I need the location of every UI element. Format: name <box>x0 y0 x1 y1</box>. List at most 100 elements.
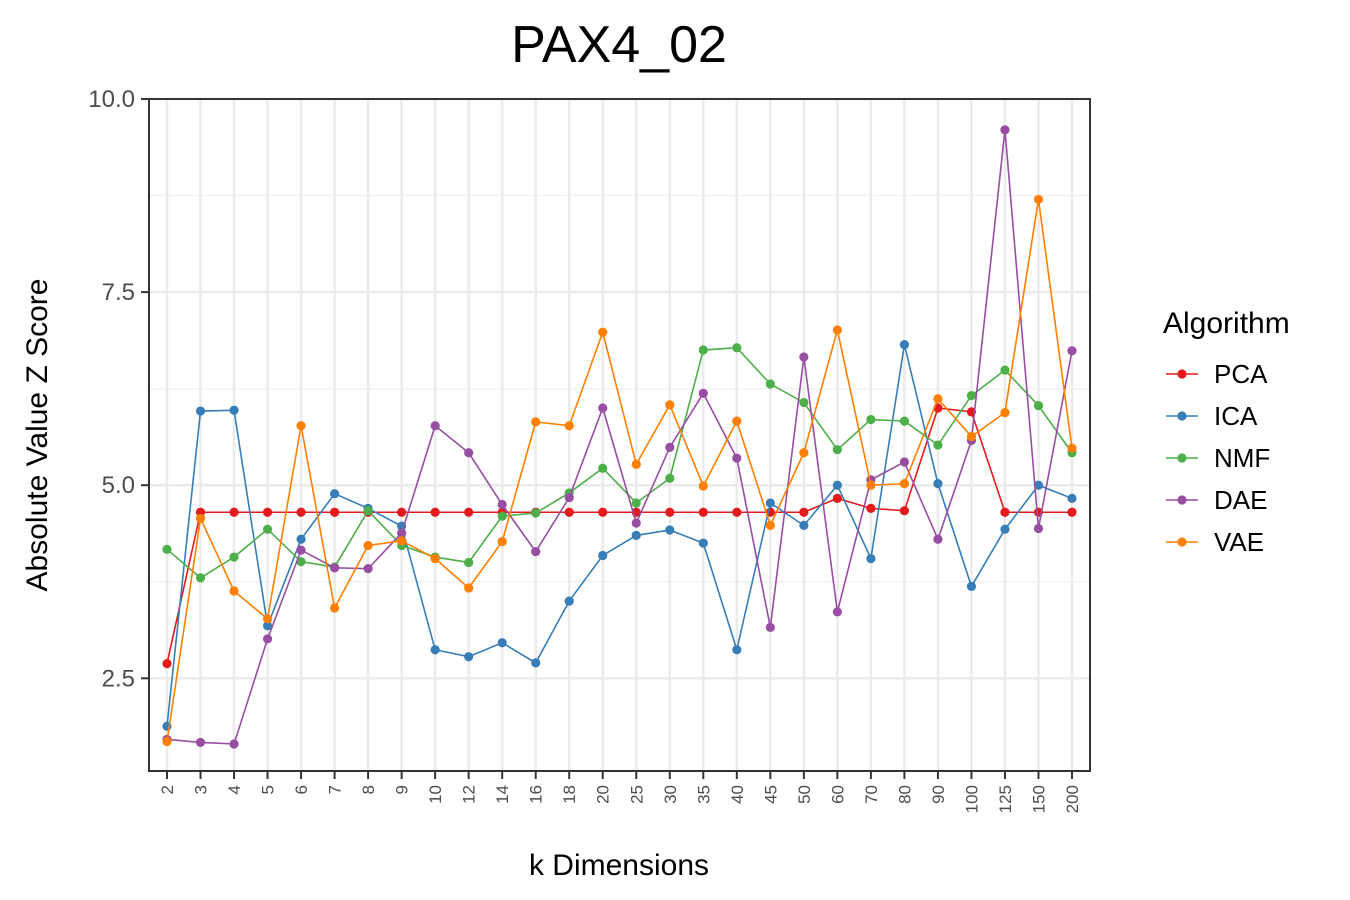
data-point-vae <box>765 520 775 530</box>
data-point-nmf <box>799 397 809 408</box>
legend-key-point <box>1177 453 1187 463</box>
data-point-nmf <box>464 557 474 568</box>
x-tick-label: 8 <box>359 785 378 794</box>
x-tick-label: 2 <box>158 785 177 794</box>
data-point-nmf <box>195 573 206 583</box>
data-point-ica <box>799 520 809 530</box>
legend-label: ICA <box>1214 401 1258 431</box>
series-vae <box>162 194 1077 747</box>
data-point-dae <box>799 352 809 362</box>
data-point-nmf <box>363 506 373 516</box>
data-point-dae <box>296 545 306 555</box>
data-point-ica <box>296 534 306 544</box>
legend-item-vae: VAE <box>1166 527 1264 557</box>
series-line-nmf <box>166 346 1073 579</box>
data-point-ica <box>933 479 943 489</box>
data-point-dae <box>899 457 910 467</box>
data-point-vae <box>296 421 306 431</box>
data-point-nmf <box>1033 401 1044 411</box>
data-point-vae <box>397 536 407 546</box>
x-tick-label: 30 <box>661 785 680 804</box>
x-tick-label: 80 <box>895 785 914 804</box>
data-point-vae <box>162 737 172 747</box>
legend-label: VAE <box>1214 527 1264 557</box>
data-point-dae <box>832 607 842 617</box>
data-point-nmf <box>531 508 541 518</box>
data-point-ica <box>229 405 239 415</box>
data-point-vae <box>195 513 206 524</box>
data-point-vae <box>262 614 273 624</box>
x-tick-label: 25 <box>627 785 646 804</box>
data-point-pca <box>698 507 708 517</box>
legend: Algorithm PCA ICA NMF DAE VAE <box>1163 307 1290 557</box>
data-point-vae <box>363 540 373 551</box>
data-point-ica <box>698 538 708 548</box>
data-point-nmf <box>497 511 507 521</box>
data-point-nmf <box>899 416 910 426</box>
legend-item-pca: PCA <box>1166 359 1268 389</box>
data-point-vae <box>1000 408 1010 418</box>
data-point-vae <box>531 417 541 427</box>
x-tick-label: 50 <box>795 785 814 804</box>
data-point-vae <box>229 586 239 596</box>
data-point-nmf <box>598 463 608 473</box>
x-tick-label: 150 <box>1029 785 1048 813</box>
data-point-nmf <box>732 343 742 353</box>
legend-label: NMF <box>1214 443 1270 473</box>
data-point-vae <box>564 421 574 431</box>
data-point-ica <box>732 645 742 655</box>
legend-key-point <box>1177 495 1187 505</box>
y-tick-label: 10.0 <box>88 86 135 113</box>
data-point-pca <box>732 507 742 517</box>
y-axis: 2.5 5.0 7.5 10.0 <box>88 86 149 692</box>
data-point-ica <box>1067 493 1077 503</box>
y-tick-label: 5.0 <box>102 472 135 499</box>
x-tick-label: 18 <box>560 785 579 804</box>
data-point-pca <box>430 507 440 517</box>
data-point-vae <box>497 536 507 547</box>
data-point-ica <box>765 498 775 508</box>
data-point-dae <box>531 547 541 557</box>
data-point-pca <box>162 659 172 669</box>
legend-title: Algorithm <box>1163 307 1290 340</box>
data-point-ica <box>1000 524 1010 534</box>
data-point-pca <box>262 507 273 517</box>
grid-lines <box>149 97 1090 771</box>
data-point-vae <box>329 603 340 613</box>
x-tick-label: 40 <box>728 785 747 804</box>
data-point-dae <box>430 421 440 431</box>
x-tick-label: 9 <box>393 785 412 794</box>
data-point-vae <box>866 480 876 490</box>
series-dae <box>162 125 1077 749</box>
data-point-ica <box>464 652 474 662</box>
chart-title: PAX4_02 <box>511 16 727 74</box>
data-point-vae <box>933 394 943 404</box>
data-point-vae <box>631 459 641 469</box>
x-tick-label: 60 <box>828 785 847 804</box>
data-point-vae <box>966 431 977 442</box>
data-point-dae <box>665 442 675 452</box>
legend-item-dae: DAE <box>1166 485 1267 515</box>
data-point-vae <box>1067 443 1077 453</box>
data-point-ica <box>1033 480 1044 490</box>
data-point-vae <box>430 553 440 564</box>
data-point-dae <box>564 492 574 503</box>
data-point-dae <box>1033 523 1044 534</box>
x-tick-label: 5 <box>259 785 278 794</box>
data-point-ica <box>598 550 608 561</box>
x-tick-label: 3 <box>192 785 211 794</box>
data-point-vae <box>732 416 742 426</box>
data-point-pca <box>799 507 809 517</box>
data-point-dae <box>464 448 474 458</box>
data-point-pca <box>598 507 608 517</box>
data-point-dae <box>329 563 340 573</box>
data-point-nmf <box>698 345 708 355</box>
data-point-dae <box>262 634 273 644</box>
data-point-ica <box>631 530 641 541</box>
x-axis: 2 3 4 5 6 7 8 9 10 12 14 16 18 20 25 30 35 40 45 50 60 70 80 90… <box>158 771 1082 813</box>
x-tick-label: 70 <box>862 785 881 804</box>
data-point-nmf <box>296 557 306 567</box>
data-point-dae <box>1000 125 1010 135</box>
data-point-ica <box>564 596 574 606</box>
data-point-pca <box>397 507 407 517</box>
